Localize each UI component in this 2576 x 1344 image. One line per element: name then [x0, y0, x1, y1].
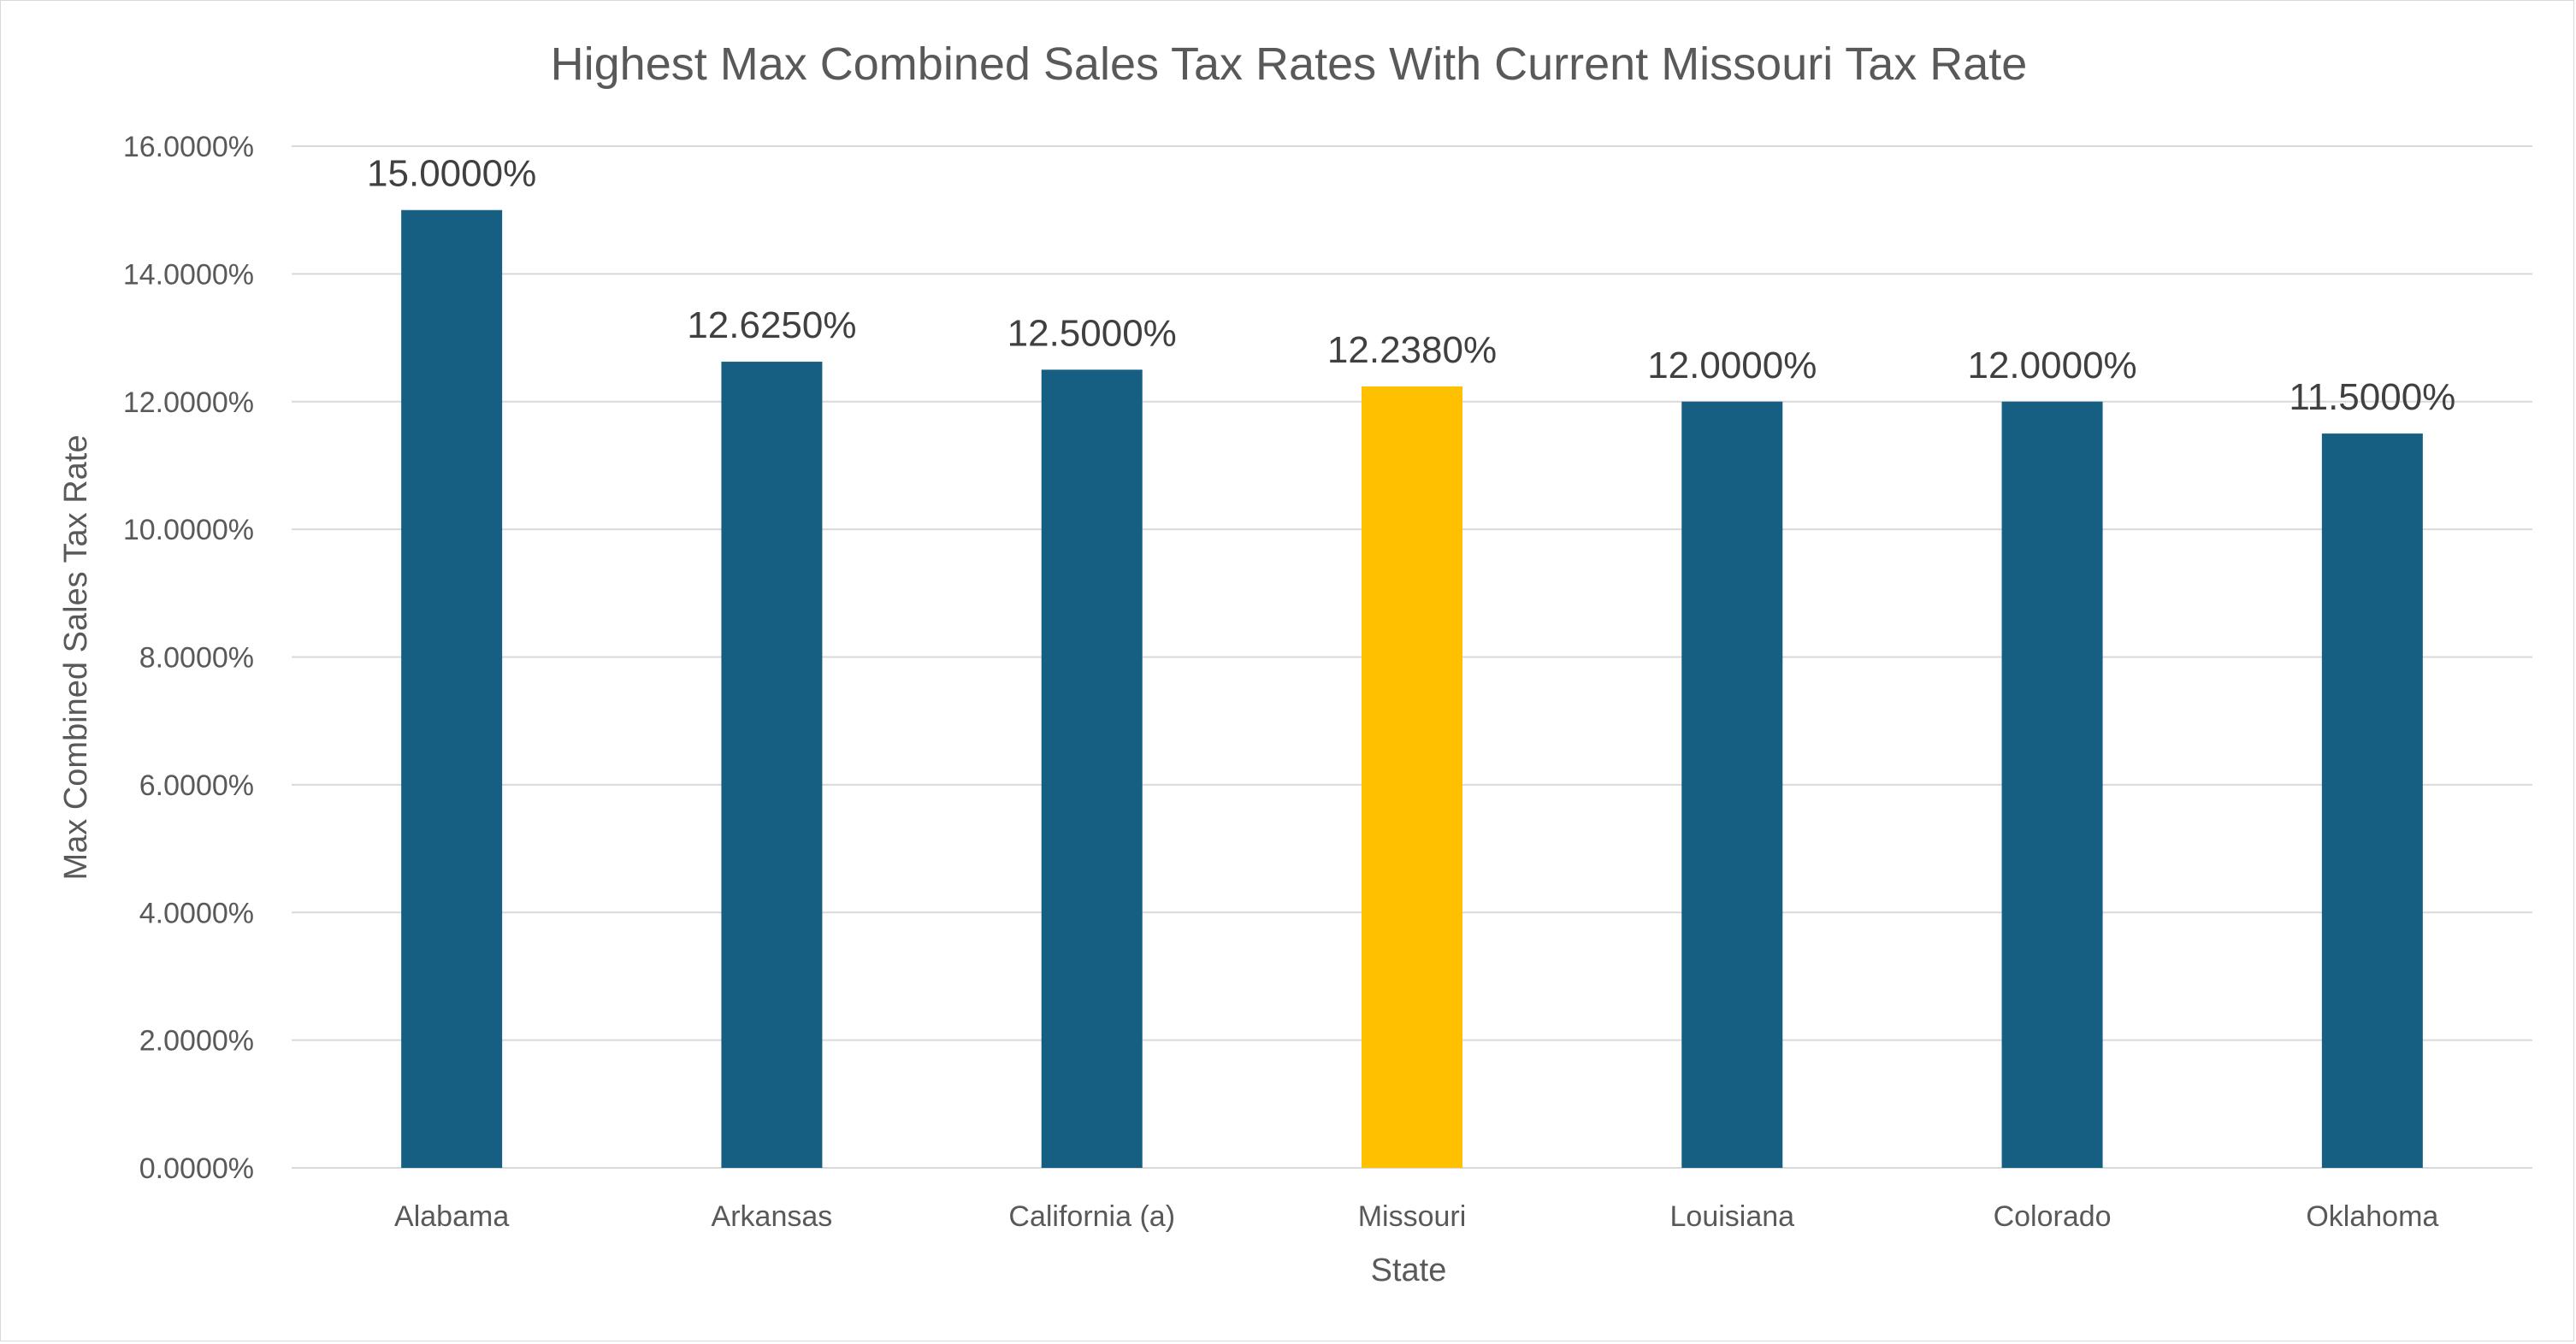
bar	[2321, 433, 2423, 1168]
y-tick-label: 0.0000%	[139, 1152, 254, 1185]
data-label: 12.2380%	[1327, 329, 1497, 371]
data-label: 12.0000%	[1967, 345, 2136, 386]
data-labels: 15.0000% 12.6250% 12.5000% 12.2380% 12.0000%…	[367, 153, 2455, 418]
y-tick-label: 12.0000%	[123, 386, 254, 419]
x-tick-label: Louisiana	[1670, 1200, 1795, 1233]
y-tick-label: 16.0000%	[123, 131, 254, 163]
bar	[1362, 386, 1462, 1168]
bar	[2001, 401, 2103, 1168]
x-tick-label: California (a)	[1008, 1200, 1175, 1233]
data-label: 11.5000%	[2289, 376, 2455, 418]
bar	[401, 209, 503, 1168]
y-axis-ticks: 0.0000% 2.0000% 4.0000% 6.0000% 8.0000% 10.00…	[123, 131, 254, 1185]
y-tick-label: 8.0000%	[139, 642, 254, 675]
x-tick-label: Alabama	[394, 1200, 509, 1233]
data-label: 12.5000%	[1007, 312, 1177, 354]
y-axis-title: Max Combined Sales Tax Rate	[58, 435, 94, 881]
y-tick-label: 2.0000%	[139, 1025, 254, 1058]
chart-title: Highest Max Combined Sales Tax Rates Wit…	[551, 38, 2028, 90]
x-axis-title: State	[1371, 1253, 1447, 1288]
data-label: 12.0000%	[1647, 345, 1817, 386]
bar	[1041, 369, 1143, 1168]
data-label: 12.6250%	[687, 304, 856, 346]
y-tick-label: 6.0000%	[139, 769, 254, 802]
x-tick-label: Oklahoma	[2306, 1200, 2438, 1233]
y-tick-label: 10.0000%	[123, 514, 254, 546]
data-label: 15.0000%	[367, 153, 536, 195]
bar	[1681, 401, 1783, 1168]
y-tick-label: 14.0000%	[123, 258, 254, 291]
bar	[721, 362, 823, 1168]
x-tick-label: Arkansas	[712, 1200, 833, 1233]
x-tick-label: Missouri	[1358, 1200, 1467, 1233]
bars	[401, 209, 2423, 1168]
y-tick-label: 4.0000%	[139, 897, 254, 929]
x-tick-label: Colorado	[1994, 1200, 2112, 1233]
x-axis-ticks: Alabama Arkansas California (a) Missouri Lou…	[394, 1200, 2438, 1233]
